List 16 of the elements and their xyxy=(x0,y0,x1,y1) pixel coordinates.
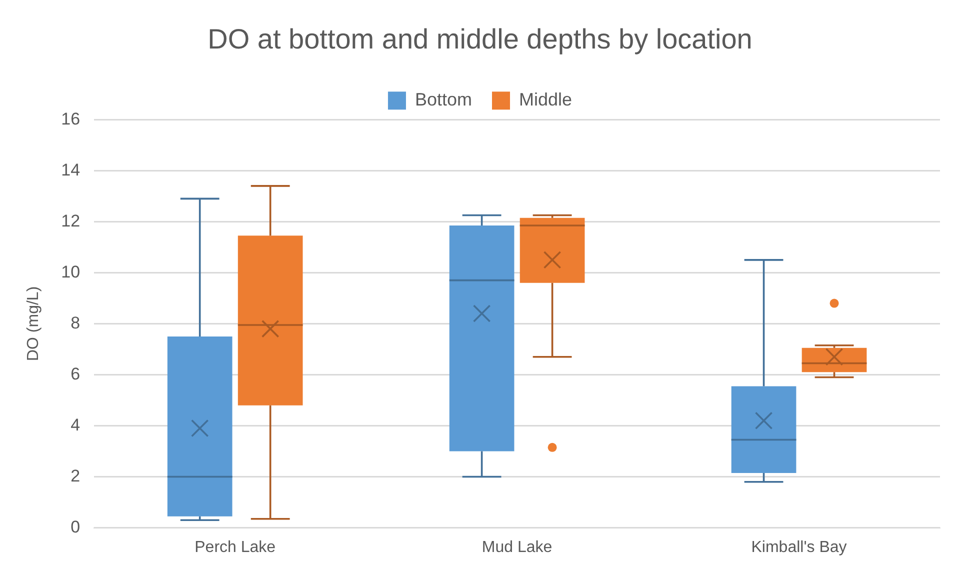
y-tick-label: 16 xyxy=(61,109,80,128)
y-tick-label: 4 xyxy=(70,415,80,434)
y-axis-title: DO (mg/L) xyxy=(25,286,42,362)
legend-label: Bottom xyxy=(414,90,472,110)
y-tick-label: 8 xyxy=(70,313,80,332)
x-tick-label: Kimball's Bay xyxy=(751,538,847,556)
x-tick-label: Mud Lake xyxy=(482,538,552,556)
y-tick-label: 12 xyxy=(61,211,80,230)
y-tick-label: 2 xyxy=(70,466,80,486)
legend-label: Middle xyxy=(519,90,572,110)
y-tick-label: 14 xyxy=(61,160,80,180)
x-tick-label: Perch Lake xyxy=(194,538,276,556)
chart-title: DO at bottom and middle depths by location xyxy=(208,24,752,55)
y-tick-label: 6 xyxy=(70,364,80,384)
y-tick-label: 0 xyxy=(70,517,80,536)
y-tick-label: 10 xyxy=(61,262,80,282)
